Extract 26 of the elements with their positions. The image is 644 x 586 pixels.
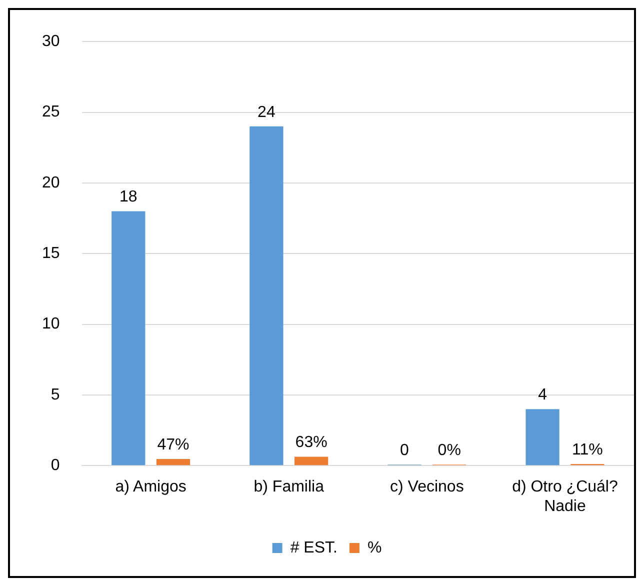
x-tick-label: d) Otro ¿Cuál? Nadie [512, 478, 618, 515]
legend-label: # EST. [290, 539, 338, 556]
y-tick-label: 10 [42, 316, 60, 333]
y-tick-label: 15 [42, 245, 60, 262]
y-tick-label: 5 [50, 386, 60, 404]
data-label: 0 [400, 442, 410, 460]
legend-label: % [367, 539, 382, 556]
bar [156, 458, 190, 466]
y-tick-label: 0 [50, 457, 60, 474]
bar [112, 211, 146, 466]
data-label: 18 [119, 188, 138, 206]
y-tick-label: 30 [42, 33, 60, 50]
bar [294, 456, 328, 466]
data-label: 47% [157, 436, 190, 454]
data-label: 4 [538, 386, 548, 404]
data-label: 63% [295, 434, 328, 452]
x-tick-label: c) Vecinos [390, 478, 464, 496]
x-tick-label: a) Amigos [115, 478, 186, 496]
x-tick-label: b) Familia [254, 478, 324, 496]
data-label: 11% [572, 441, 603, 458]
y-tick-label: 25 [42, 104, 60, 121]
data-label: 0% [438, 442, 461, 460]
bar [250, 126, 284, 466]
data-label: 24 [258, 104, 276, 121]
y-tick-label: 20 [42, 174, 60, 192]
bar [526, 409, 560, 466]
